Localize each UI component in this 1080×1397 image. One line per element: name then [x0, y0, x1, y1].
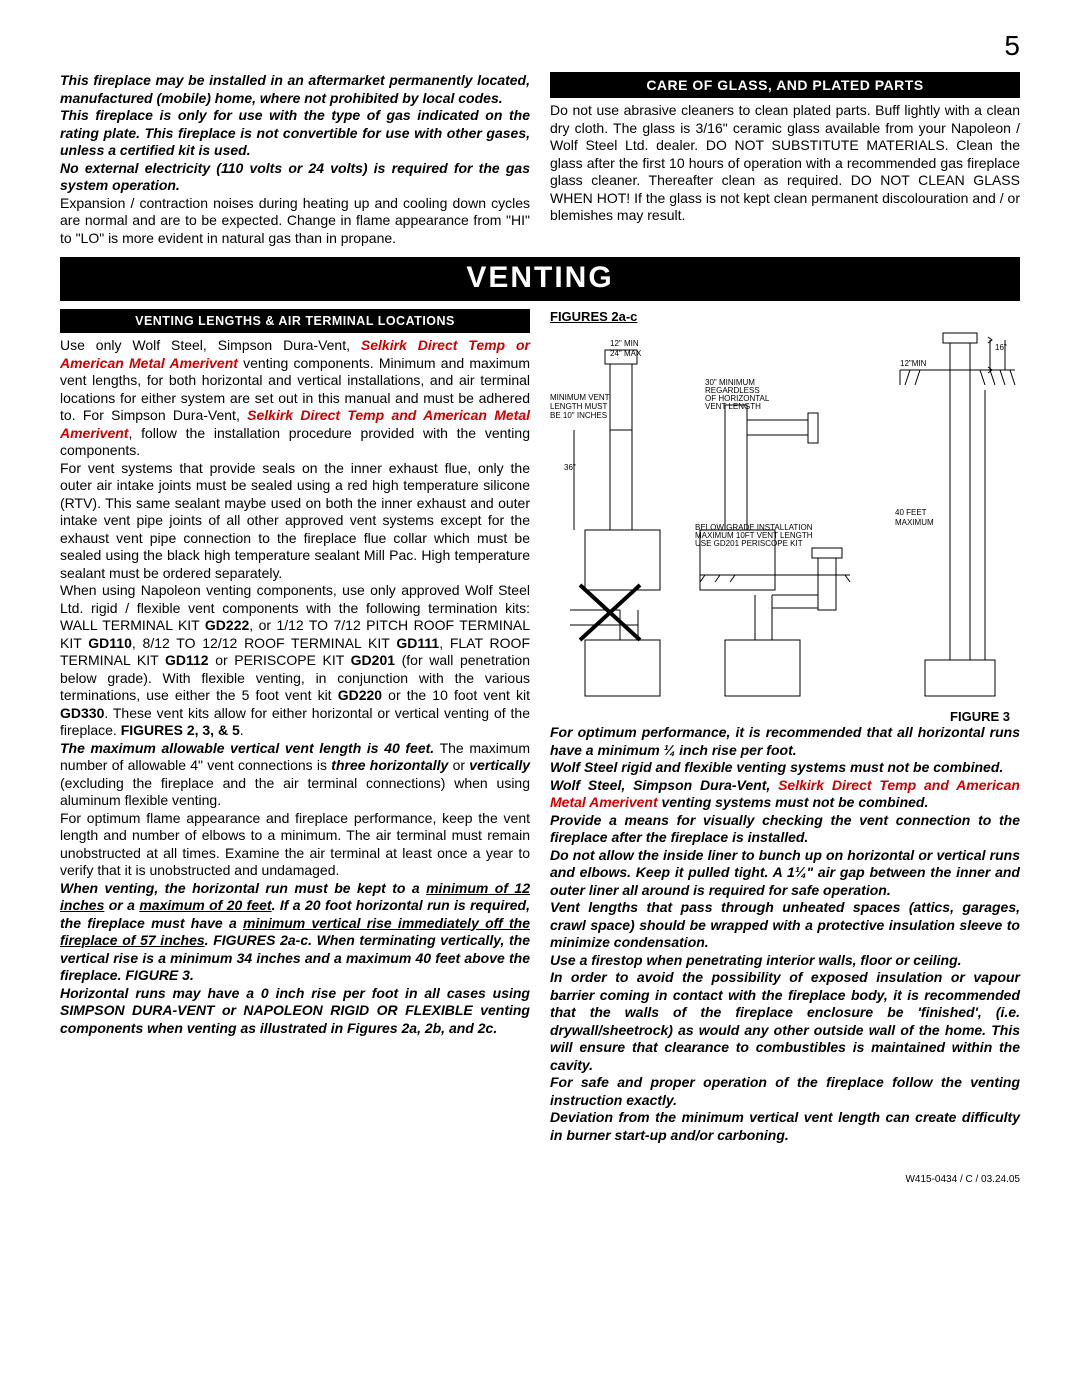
dim-minvent-a: MINIMUM VENT [550, 393, 610, 402]
right-p4: Provide a means for visually checking th… [550, 812, 1020, 847]
left-p2: For vent systems that provide seals on t… [60, 460, 530, 583]
right-p10: Deviation from the minimum vertical vent… [550, 1109, 1020, 1144]
figures-2ac-label: FIGURES 2a-c [550, 309, 1020, 324]
l-p6c: or a [104, 897, 139, 913]
l-p1a: Use only Wolf Steel, Simpson Dura-Vent, [60, 337, 361, 353]
l-p6j: FIGURE 3 [125, 967, 190, 983]
right-p7: Use a firestop when penetrating interior… [550, 952, 1020, 970]
top-columns: This fireplace may be installed in an af… [60, 72, 1020, 247]
l-p4a: The maximum allowable vertical vent leng… [60, 740, 434, 756]
l-p3d: GD110 [88, 635, 132, 651]
l-p4e: vertically [469, 757, 530, 773]
venting-diagram: 12" MIN 24" MAX MINIMUM VENT LENGTH MUST… [550, 326, 1020, 707]
dim-40ft-a: 40 FEET [895, 508, 927, 517]
r-p3c: venting systems must not be combined. [658, 794, 929, 810]
dim-12min-r: 12"MIN [900, 359, 927, 368]
l-p4d: or [448, 757, 469, 773]
right-p1: For optimum performance, it is recommend… [550, 724, 1020, 759]
l-p4c: three horizontally [331, 757, 448, 773]
l-p3i: or PERISCOPE KIT [209, 652, 351, 668]
page-number: 5 [60, 30, 1020, 62]
l-p3q: . [240, 722, 244, 738]
l-p3h: GD112 [165, 652, 209, 668]
l-p6d: maximum of 20 feet [139, 897, 271, 913]
right-p2: Wolf Steel rigid and flexible venting sy… [550, 759, 1020, 777]
install-note-3: No external electricity (110 volts or 24… [60, 160, 530, 195]
left-p1: Use only Wolf Steel, Simpson Dura-Vent, … [60, 337, 530, 460]
l-p6a: When venting, the horizontal run must be… [60, 880, 426, 896]
l-p3m: or the 10 foot vent kit [382, 687, 530, 703]
dim-24max: 24" MAX [610, 349, 642, 358]
right-p9: For safe and proper operation of the fir… [550, 1074, 1020, 1109]
left-col: VENTING LENGTHS & AIR TERMINAL LOCATIONS… [60, 309, 530, 1144]
dim-30min-d: VENT LENGTH [705, 402, 761, 411]
dim-minvent-c: BE 10" INCHES [550, 411, 607, 420]
r-p3a: Wolf Steel, Simpson Dura-Vent, [550, 777, 778, 793]
dim-12min: 12" MIN [610, 339, 639, 348]
install-note-4: Expansion / contraction noises during he… [60, 195, 530, 248]
left-p7: Horizontal runs may have a 0 inch rise p… [60, 985, 530, 1038]
l-p3e: , 8/12 TO 12/12 ROOF TERMINAL KIT [132, 635, 396, 651]
care-heading: CARE OF GLASS, AND PLATED PARTS [550, 72, 1020, 98]
right-p8: In order to avoid the possibility of exp… [550, 969, 1020, 1074]
l-p3n: GD330 [60, 705, 104, 721]
l-p6g: . [205, 932, 214, 948]
right-p6: Vent lengths that pass through unheated … [550, 899, 1020, 952]
install-note-2: This fireplace is only for use with the … [60, 107, 530, 160]
l-p3p: FIG­URES 2, 3, & 5 [121, 722, 240, 738]
care-text: Do not use abrasive cleaners to clean pl… [550, 102, 1020, 225]
l-p6k: . [190, 967, 194, 983]
l-p6h: FIGURES 2a-c [213, 932, 308, 948]
top-right-col: CARE OF GLASS, AND PLATED PARTS Do not u… [550, 72, 1020, 247]
diagram-svg: 12" MIN 24" MAX MINIMUM VENT LENGTH MUST… [550, 330, 1020, 700]
l-p3b: GD222 [205, 617, 249, 633]
venting-banner: VENTING [60, 257, 1020, 301]
l-p3j: GD201 [351, 652, 395, 668]
dim-minvent-b: LENGTH MUST [550, 402, 607, 411]
right-col: FIGURES 2a-c 12" MIN 24" MAX MINIMUM VE [550, 309, 1020, 1144]
l-p4f: (excluding the fireplace and the air ter… [60, 775, 530, 809]
install-note-1: This fireplace may be installed in an af… [60, 72, 530, 107]
footer-code: W415-0434 / C / 03.24.05 [60, 1174, 1020, 1185]
left-p4: The maximum allowable vertical vent leng… [60, 740, 530, 810]
top-left-col: This fireplace may be installed in an af… [60, 72, 530, 247]
left-p6: When venting, the horizontal run must be… [60, 880, 530, 985]
left-p5: For optimum flame appearance and firepla… [60, 810, 530, 880]
left-p3: When using Napoleon venting components, … [60, 582, 530, 740]
dim-16: 16" [995, 343, 1007, 352]
dim-bg-c: USE GD201 PERISCOPE KIT [695, 539, 803, 548]
figure3-label: FIGURE 3 [550, 709, 1020, 724]
l-p3l: GD220 [338, 687, 382, 703]
dim-40ft-b: MAXIMUM [895, 518, 934, 527]
venting-subheading: VENTING LENGTHS & AIR TERMINAL LOCATIONS [60, 309, 530, 333]
right-p5: Do not allow the inside liner to bunch u… [550, 847, 1020, 900]
l-p1e: , follow the installation procedure prov… [60, 425, 530, 459]
main-columns: VENTING LENGTHS & AIR TERMINAL LOCATIONS… [60, 309, 1020, 1144]
right-p3: Wolf Steel, Simpson Dura-Vent, Selkirk D… [550, 777, 1020, 812]
l-p3f: GD111 [396, 635, 439, 651]
